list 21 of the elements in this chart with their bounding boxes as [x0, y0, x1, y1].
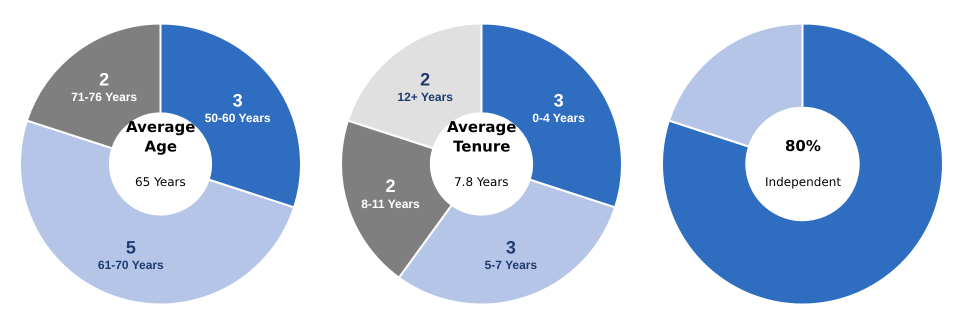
slice-label: 71-76 Years [71, 90, 138, 104]
slice-label: 0-4 Years [532, 111, 586, 126]
text: Average Tenure [447, 118, 516, 156]
text: 80% [785, 137, 821, 155]
slice-label: 5-7 Years [484, 258, 538, 272]
donut-slice [661, 22, 944, 306]
text: 7.8 Years [454, 175, 509, 189]
text: 65 Years [135, 175, 186, 189]
slice-label: 61-70 Years [98, 258, 164, 272]
data-label: 3 [506, 238, 516, 258]
data-label: 3 [232, 90, 243, 111]
data-label: 2 [99, 69, 110, 90]
text: Independent [765, 175, 842, 189]
slice-label: 8-11 Years [361, 196, 420, 211]
data-label: 5 [126, 238, 136, 258]
slice-label: 50-60 Years [204, 111, 271, 126]
text: Average Age [126, 118, 196, 156]
data-label: 3 [554, 90, 564, 111]
data-label: 2 [385, 176, 396, 196]
data-label: 2 [420, 69, 430, 90]
slice-label: 12+ Years [397, 90, 454, 104]
